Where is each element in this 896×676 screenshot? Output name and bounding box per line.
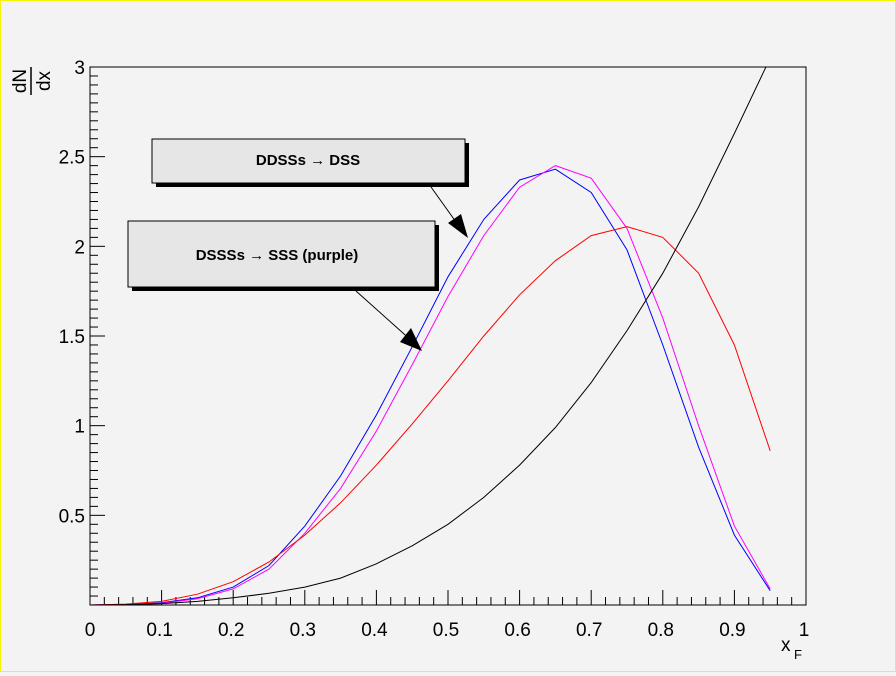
- annotation-dsss-label: DSSSs → SSS (purple): [196, 247, 359, 264]
- x-tick-label: 0.1: [146, 620, 172, 641]
- x-tick-label: 0.4: [361, 620, 388, 641]
- axis-ticks: [89, 66, 807, 606]
- series-line-1: [90, 165, 771, 605]
- x-tick-label: 0.9: [719, 620, 745, 641]
- annotation-ddss-arrowhead: [448, 214, 468, 238]
- x-tick-label: 0.5: [433, 620, 459, 641]
- y-tick-label: 3: [74, 58, 85, 79]
- y-tick-label: 1.5: [59, 327, 85, 348]
- x-tick-label: 0.8: [648, 620, 674, 641]
- y-tick-label: 2.5: [59, 148, 85, 169]
- y-tick-label: 1: [74, 417, 85, 438]
- x-tick-label: 0: [85, 620, 96, 641]
- y-axis-title: dN dx: [10, 67, 55, 95]
- annotation-ddss-label: DDSSs → DSS: [256, 152, 360, 169]
- y-axis-title-denominator: dx: [34, 70, 55, 91]
- x-axis-title-subscript: F: [794, 647, 802, 662]
- tick-labels: 0 0.1 0.2 0.3 0.4 0.5 0.6 0.7 0.8 0.9 1 0.5 1 1.5 2 2.5…: [59, 58, 810, 641]
- x-tick-label: 0.2: [218, 620, 244, 641]
- y-tick-label: 2: [74, 237, 85, 258]
- series-line-2: [90, 226, 771, 605]
- x-tick-label: 0.3: [290, 620, 316, 641]
- y-axis-title-numerator: dN: [10, 69, 31, 93]
- annotation-dsss-arrowhead: [400, 328, 422, 351]
- x-tick-label: 0.6: [504, 620, 530, 641]
- series-line-3: [90, 67, 778, 605]
- x-axis-title: x: [781, 635, 791, 656]
- annotation-ddss-box: [151, 138, 466, 184]
- x-tick-label: 1: [799, 620, 810, 641]
- annotation-ddss: DDSSs → DSS: [151, 138, 469, 238]
- series-line-0: [90, 168, 771, 605]
- annotation-dsss-box: [127, 220, 436, 288]
- series-lines: [90, 67, 778, 605]
- y-tick-label: 0.5: [59, 506, 85, 527]
- annotation-dsss-arrow-line: [355, 290, 414, 343]
- annotation-dsss: DSSSs → SSS (purple): [127, 220, 439, 351]
- x-tick-label: 0.7: [576, 620, 602, 641]
